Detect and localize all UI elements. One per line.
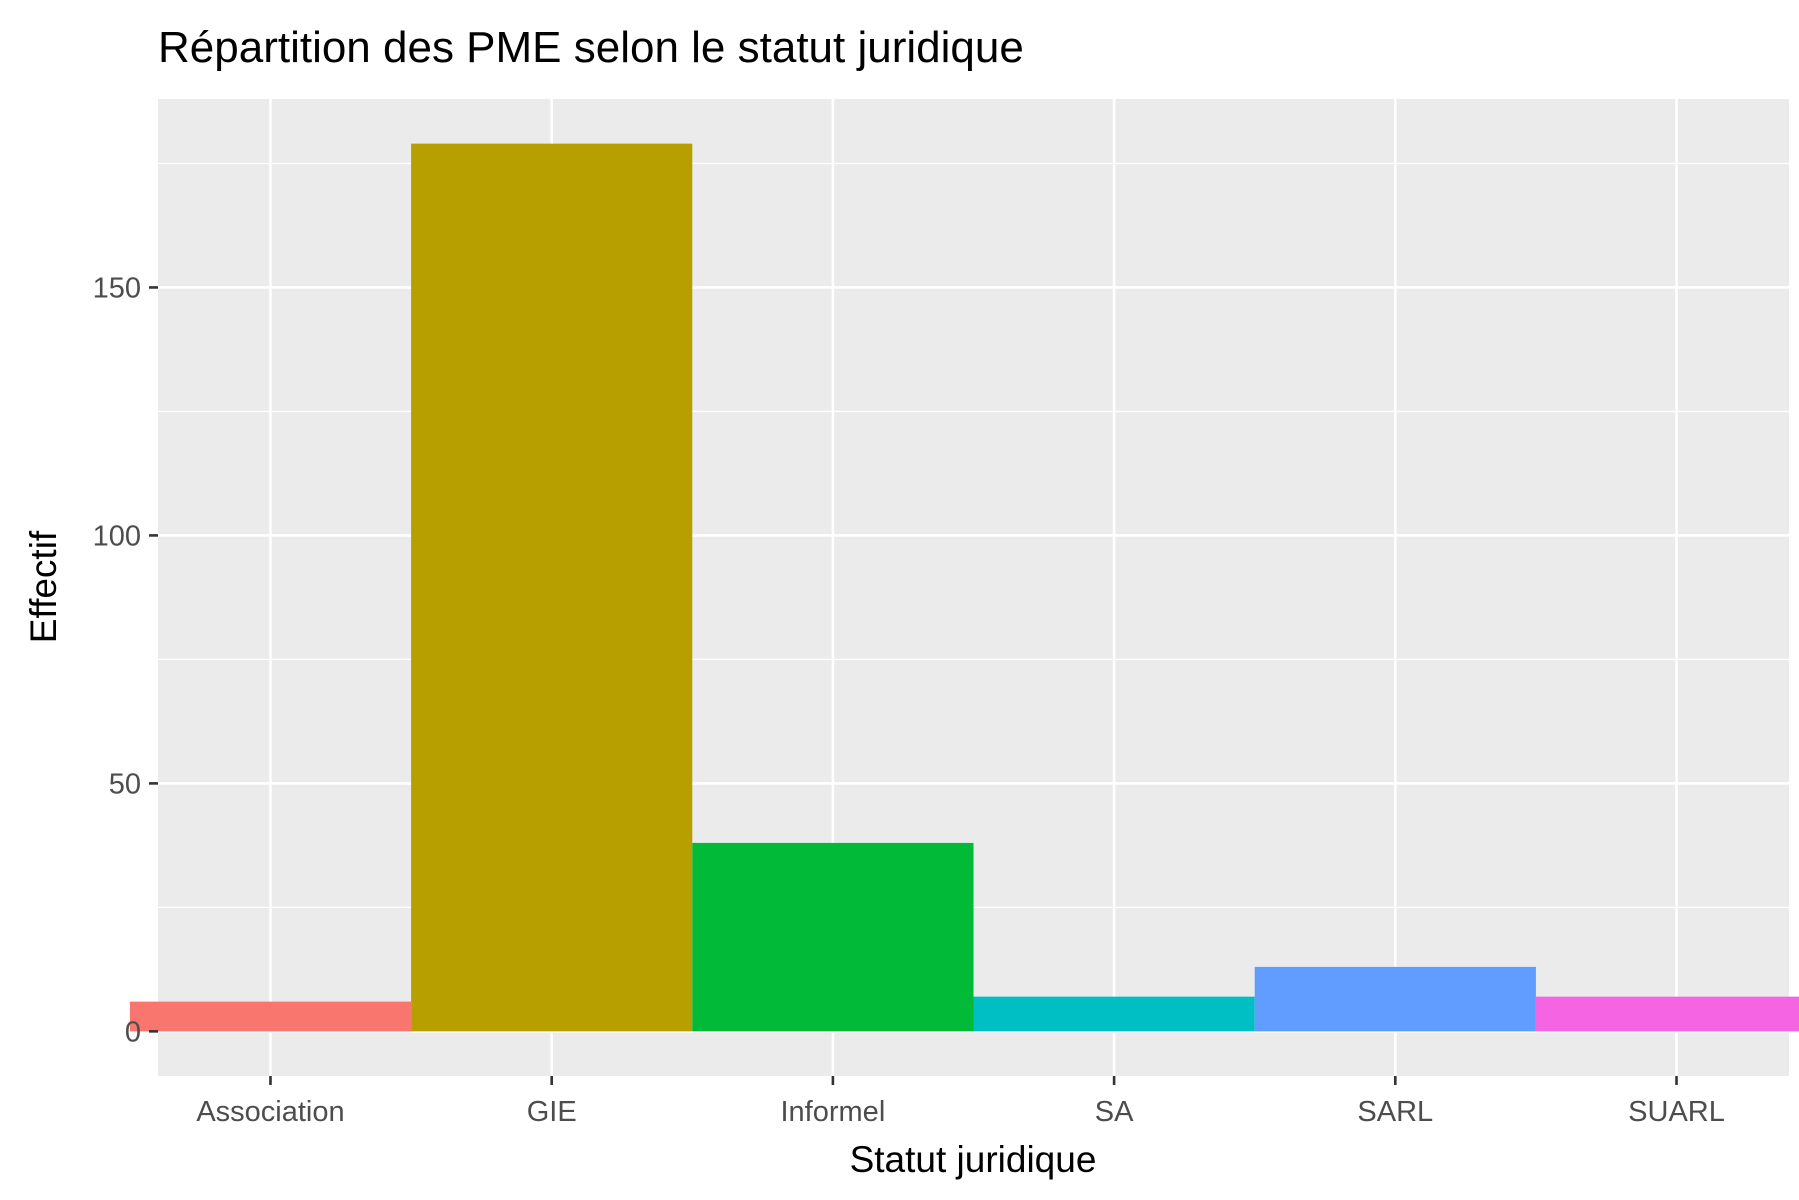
y-tick-label: 0 bbox=[125, 1016, 141, 1048]
x-tick-label: Informel bbox=[781, 1096, 886, 1128]
x-tick-label: Association bbox=[196, 1096, 344, 1128]
bar-informel bbox=[692, 842, 974, 1032]
bar-association bbox=[129, 1001, 412, 1032]
y-axis: 0 50 100 150 bbox=[93, 272, 158, 1048]
y-tick-label: 100 bbox=[93, 520, 141, 552]
bar-suarl bbox=[1535, 996, 1799, 1032]
bar-gie bbox=[411, 143, 693, 1032]
bars bbox=[129, 143, 1799, 1032]
bar-sa bbox=[973, 996, 1255, 1032]
x-axis-title: Statut juridique bbox=[850, 1139, 1097, 1180]
x-tick-label: SA bbox=[1095, 1096, 1134, 1128]
x-tick-label: SUARL bbox=[1628, 1096, 1725, 1128]
chart-title: Répartition des PME selon le statut juri… bbox=[158, 23, 1024, 72]
x-tick-label: SARL bbox=[1357, 1096, 1433, 1128]
bar-sarl bbox=[1254, 966, 1536, 1032]
y-tick-label: 50 bbox=[109, 768, 141, 800]
x-tick-label: GIE bbox=[527, 1096, 577, 1128]
y-axis-title: Effectif bbox=[23, 530, 64, 643]
x-axis: Association GIE Informel SA SARL SUARL bbox=[196, 1076, 1725, 1128]
y-tick-label: 150 bbox=[93, 272, 141, 304]
